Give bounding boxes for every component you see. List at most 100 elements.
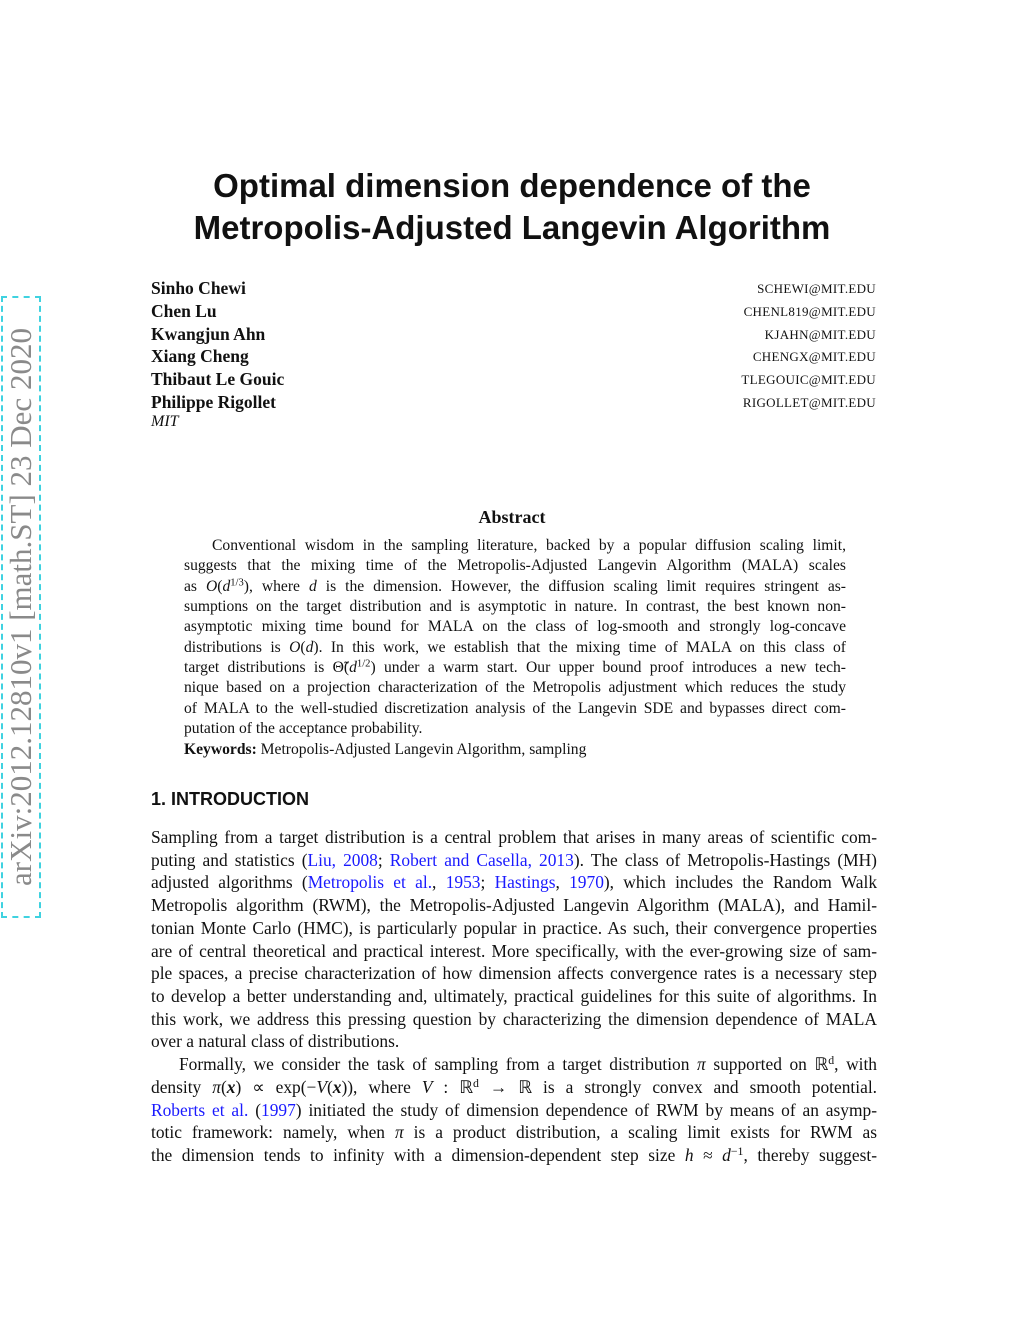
- text-run: ple spaces, a precise characterization o…: [151, 963, 877, 984]
- text-run: asymptotic mixing time bound for MALA on…: [184, 618, 846, 636]
- text-run: ,: [555, 872, 570, 893]
- text-line: are of central theoretical and practical…: [151, 940, 877, 962]
- math-symbol: d: [305, 638, 314, 656]
- text-run: sumptions on the target distribution and…: [184, 598, 846, 616]
- author-email: CHENGX@MIT.EDU: [752, 349, 876, 365]
- paper-title-line-1: Optimal dimension dependence of the: [213, 167, 811, 204]
- math-symbol: O: [205, 577, 218, 595]
- citation-link[interactable]: Roberts et al.: [151, 1099, 249, 1120]
- citation-link[interactable]: Liu, 2008: [307, 849, 378, 870]
- text-run: ,: [432, 872, 446, 893]
- text-run: (: [220, 1076, 227, 1097]
- citation-link[interactable]: Metropolis et al.: [307, 872, 433, 893]
- author-name: Thibaut Le Gouic: [151, 369, 285, 390]
- superscript: −1: [730, 1144, 744, 1159]
- math-symbol: V: [316, 1076, 327, 1097]
- arxiv-stamp: arXiv:2012.12810v1 [math.ST] 23 Dec 2020: [1, 296, 41, 918]
- text-line: Roberts et al. (1997) initiated the stud…: [151, 1099, 877, 1121]
- author-email: SCHEWI@MIT.EDU: [757, 281, 876, 296]
- text-run: the dimension tends to infinity with a d…: [151, 1145, 685, 1166]
- author-email: RIGOLLET@MIT.EDU: [742, 395, 876, 410]
- math-symbol: d: [349, 659, 357, 677]
- text-run: )), where: [341, 1076, 422, 1097]
- citation-link[interactable]: Robert and Casella, 2013: [389, 849, 574, 870]
- keywords-label: Keywords:: [184, 741, 257, 758]
- superscript: 1/3: [230, 577, 244, 589]
- text-run: distributions is: [184, 638, 290, 656]
- text-run: tonian Monte Carlo (HMC), is particularl…: [151, 917, 877, 938]
- text-run: this work, we address this pressing ques…: [151, 1008, 877, 1029]
- text-run: ). The class of Metropolis-Hastings (MH): [573, 849, 877, 870]
- text-line: adjusted algorithms (Metropolis et al., …: [151, 871, 877, 893]
- abstract-heading: Abstract: [478, 507, 546, 527]
- text-run: are of central theoretical and practical…: [151, 940, 877, 961]
- text-line: Formally, we consider the task of sampli…: [151, 1053, 877, 1075]
- author-name: Kwangjun Ahn: [151, 323, 266, 344]
- math-symbol: d: [722, 1145, 731, 1166]
- math-symbol: V: [421, 1076, 433, 1097]
- superscript: 1/2: [356, 658, 371, 670]
- author-name: Sinho Chewi: [151, 278, 246, 298]
- text-line: as O(d1/3), where d is the dimension. Ho…: [184, 577, 846, 597]
- text-line: to develop a better understanding and, u…: [151, 985, 877, 1007]
- text-run: puting and statistics (: [151, 849, 308, 870]
- text-line: suggests that the mixing time of the Met…: [184, 556, 846, 576]
- text-run: Formally, we consider the task of sampli…: [179, 1054, 698, 1075]
- text-run: is a product distribution, a scaling lim…: [403, 1122, 877, 1143]
- text-run: is the dimension. However, the diffusion…: [316, 577, 847, 595]
- text-line: distributions is O(d). In this work, we …: [184, 638, 846, 658]
- text-line: over a natural class of distributions.: [151, 1030, 877, 1052]
- text-run: totic framework: namely, when: [151, 1122, 395, 1143]
- citation-link[interactable]: 1953: [445, 872, 481, 893]
- text-line: Conventional wisdom in the sampling lite…: [184, 536, 846, 556]
- text-run: supported on ℝ: [705, 1054, 829, 1075]
- text-line: this work, we address this pressing ques…: [151, 1008, 877, 1030]
- text-run: : ℝ: [432, 1076, 474, 1097]
- keywords: Keywords: Metropolis-Adjusted Langevin A…: [184, 740, 846, 760]
- math-symbol: x: [332, 1076, 342, 1097]
- text-run: (: [217, 577, 223, 595]
- text-run: nique based on a projection characteriza…: [184, 679, 846, 697]
- text-run: ) ∝ exp(−: [235, 1076, 317, 1097]
- text-run: Conventional wisdom in the sampling lite…: [212, 537, 846, 554]
- text-run: suggests that the mixing time of the Met…: [184, 557, 846, 575]
- author-email: TLEGOUIC@MIT.EDU: [741, 372, 876, 388]
- section-heading: 1. INTRODUCTION: [151, 789, 310, 809]
- text-run: putation of the acceptance probability.: [184, 720, 423, 738]
- math-symbol: O: [289, 638, 301, 656]
- author-email: KJAHN@MIT.EDU: [764, 326, 876, 342]
- text-line: Metropolis algorithm (RWM), the Metropol…: [151, 894, 877, 916]
- superscript: d: [828, 1053, 835, 1068]
- text-line: tonian Monte Carlo (HMC), is particularl…: [151, 917, 877, 939]
- math-symbol: π: [394, 1122, 404, 1143]
- text-run: as: [184, 577, 206, 595]
- math-symbol: π: [212, 1076, 221, 1097]
- author-email: CHENL819@MIT.EDU: [743, 303, 876, 319]
- text-run: of MALA to the well-studied discretizati…: [184, 699, 846, 717]
- math-symbol: d: [308, 577, 317, 595]
- text-run: density: [151, 1076, 213, 1097]
- text-run: over a natural class of distributions.: [151, 1031, 400, 1052]
- text-run: ). In this work, we establish that the m…: [313, 638, 846, 656]
- text-run: adjusted algorithms (: [151, 872, 308, 893]
- text-run: ≈: [693, 1145, 723, 1166]
- text-line: Sampling from a target distribution is a…: [151, 826, 877, 848]
- paper-title-line-2: Metropolis-Adjusted Langevin Algorithm: [193, 209, 831, 246]
- author-name: Philippe Rigollet: [151, 392, 276, 412]
- text-run: ) under a warm start. Our upper bound pr…: [370, 659, 846, 677]
- text-run: (: [300, 638, 306, 656]
- math-symbol: x: [226, 1076, 236, 1097]
- text-run: ), which includes the Random Walk: [603, 872, 878, 893]
- text-run: ) initiated the study of dimension depen…: [295, 1099, 877, 1120]
- text-line: nique based on a projection characteriza…: [184, 678, 846, 698]
- math-symbol: h: [684, 1145, 694, 1166]
- text-line: ple spaces, a precise characterization o…: [151, 962, 877, 984]
- text-run: Metropolis algorithm (RWM), the Metropol…: [151, 895, 877, 916]
- math-symbol: d: [222, 577, 231, 595]
- citation-link[interactable]: 1970: [569, 872, 604, 893]
- citation-link[interactable]: Hastings: [494, 872, 556, 893]
- text-line: totic framework: namely, when π is a pro…: [151, 1121, 877, 1143]
- text-run: target distributions is Θ̃(: [184, 659, 350, 677]
- text-line: target distributions is Θ̃(d1/2) under a…: [184, 658, 846, 678]
- citation-link[interactable]: 1997: [261, 1099, 296, 1120]
